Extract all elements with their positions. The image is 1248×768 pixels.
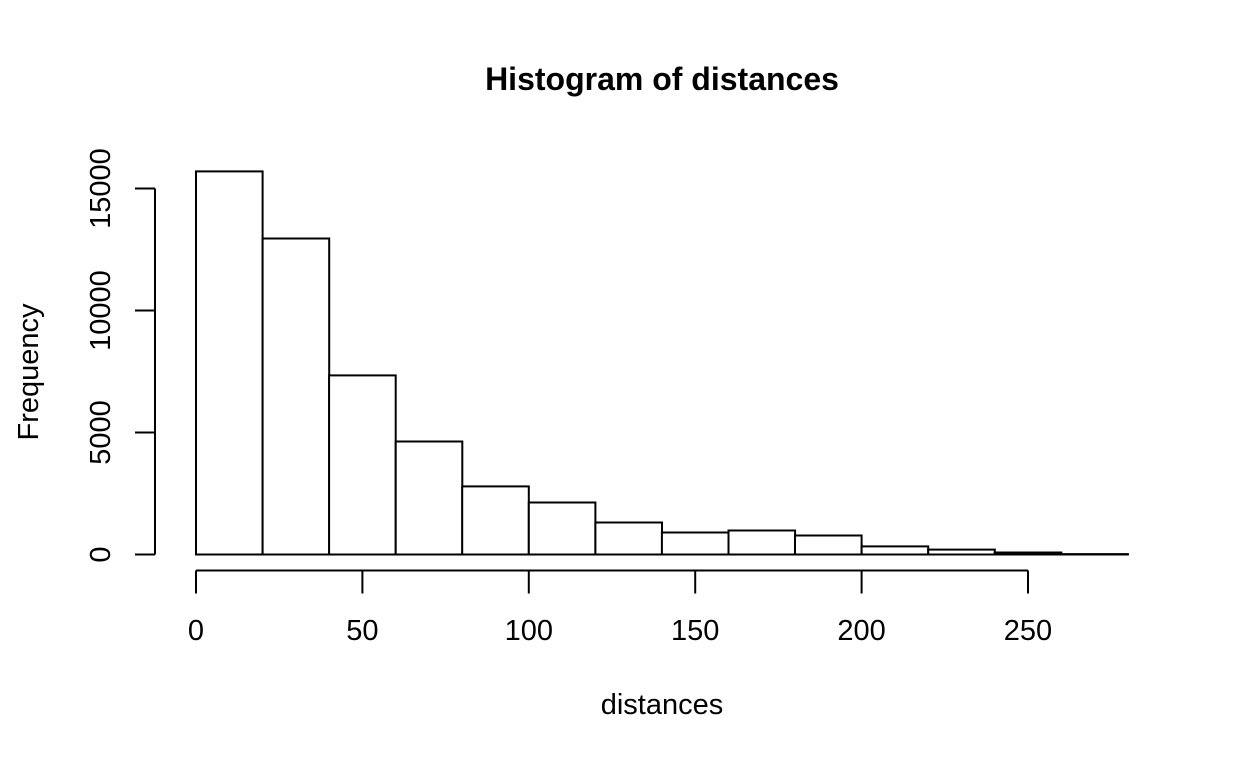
y-tick-label: 0 (85, 546, 117, 562)
histogram-bar (927, 548, 996, 556)
axes-layer: 0 5000 10000 15000 0 50 100 150 200 250 (85, 148, 1052, 647)
histogram-bar (461, 485, 530, 556)
histogram-bar (328, 374, 397, 556)
y-axis-label: Frequency (13, 303, 45, 441)
x-tick-label: 100 (505, 615, 553, 647)
histogram-bar (860, 545, 930, 556)
x-tick-label: 250 (1004, 615, 1052, 647)
chart-title: Histogram of distances (485, 61, 839, 97)
x-tick-label: 0 (188, 615, 204, 647)
x-tick-label: 200 (837, 615, 885, 647)
histogram-bar (195, 170, 264, 556)
histogram-bar (594, 521, 664, 556)
x-axis-label: distances (601, 689, 724, 721)
histogram-bar (660, 531, 730, 556)
x-tick-label: 150 (671, 615, 719, 647)
histogram-bar (727, 529, 797, 556)
y-tick-label: 15000 (85, 148, 117, 229)
histogram-bar (794, 534, 863, 556)
histogram-bar (394, 440, 464, 556)
histogram-bar (527, 501, 597, 556)
y-tick-label: 10000 (85, 270, 117, 351)
histogram-bar (261, 237, 331, 556)
x-tick-label: 50 (346, 615, 378, 647)
bars-layer (195, 170, 1129, 556)
y-tick-label: 5000 (85, 400, 117, 465)
histogram-bar (993, 551, 1063, 556)
